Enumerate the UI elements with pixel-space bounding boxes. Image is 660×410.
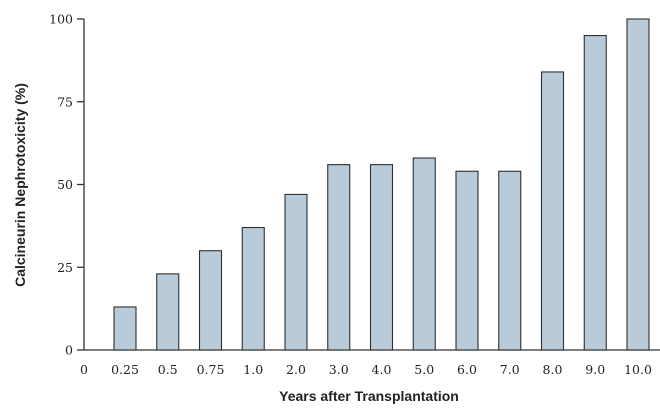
bar-10.0 (626, 18, 650, 351)
x-tick-label: 2.0 (286, 362, 306, 377)
bar-0.5 (156, 273, 180, 351)
bar-6.0 (455, 170, 479, 351)
y-tick-label: 0 (65, 343, 73, 358)
bar-4.0 (369, 164, 394, 351)
x-tick-label: 6.0 (457, 362, 477, 377)
x-tick-label: 0.25 (111, 362, 139, 377)
x-tick-label: 0.75 (197, 362, 225, 377)
bar-9.0 (583, 34, 607, 351)
x-tick-label: 4.0 (372, 362, 392, 377)
bar-3.0 (327, 164, 351, 351)
bar-2.0 (284, 193, 308, 351)
y-axis-title: Calcineurin Nephrotoxicity (%) (12, 83, 28, 287)
x-tick-label: 9.0 (585, 362, 605, 377)
y-tick-label: 25 (57, 260, 73, 275)
y-tick-labels: 0 25 50 75 100 (49, 12, 84, 358)
bar-8.0 (540, 71, 565, 351)
x-tick-label: 7.0 (500, 362, 520, 377)
x-origin-tick-label: 0 (80, 362, 88, 377)
bar-7.0 (498, 170, 522, 351)
bars (113, 18, 650, 351)
x-tick-labels: 0.25 0.5 0.75 1.0 2.0 3.0 4.0 5.0 6.0 7.0 8.0 9.0 10… (111, 362, 652, 377)
x-tick-label: 5.0 (414, 362, 434, 377)
y-tick-label: 50 (57, 177, 73, 192)
y-tick-label: 100 (49, 12, 73, 27)
bar-1.0 (241, 226, 265, 351)
bar-0.25 (113, 306, 137, 351)
x-tick-label: 1.0 (243, 362, 263, 377)
x-tick-label: 8.0 (543, 362, 563, 377)
bar-0.75 (198, 250, 223, 351)
bar-5.0 (412, 157, 436, 351)
x-axis-title: Years after Transplantation (279, 388, 459, 404)
x-tick-label: 3.0 (329, 362, 349, 377)
x-tick-label: 10.0 (624, 362, 652, 377)
x-tick-label: 0.5 (158, 362, 178, 377)
y-tick-label: 75 (57, 94, 73, 109)
